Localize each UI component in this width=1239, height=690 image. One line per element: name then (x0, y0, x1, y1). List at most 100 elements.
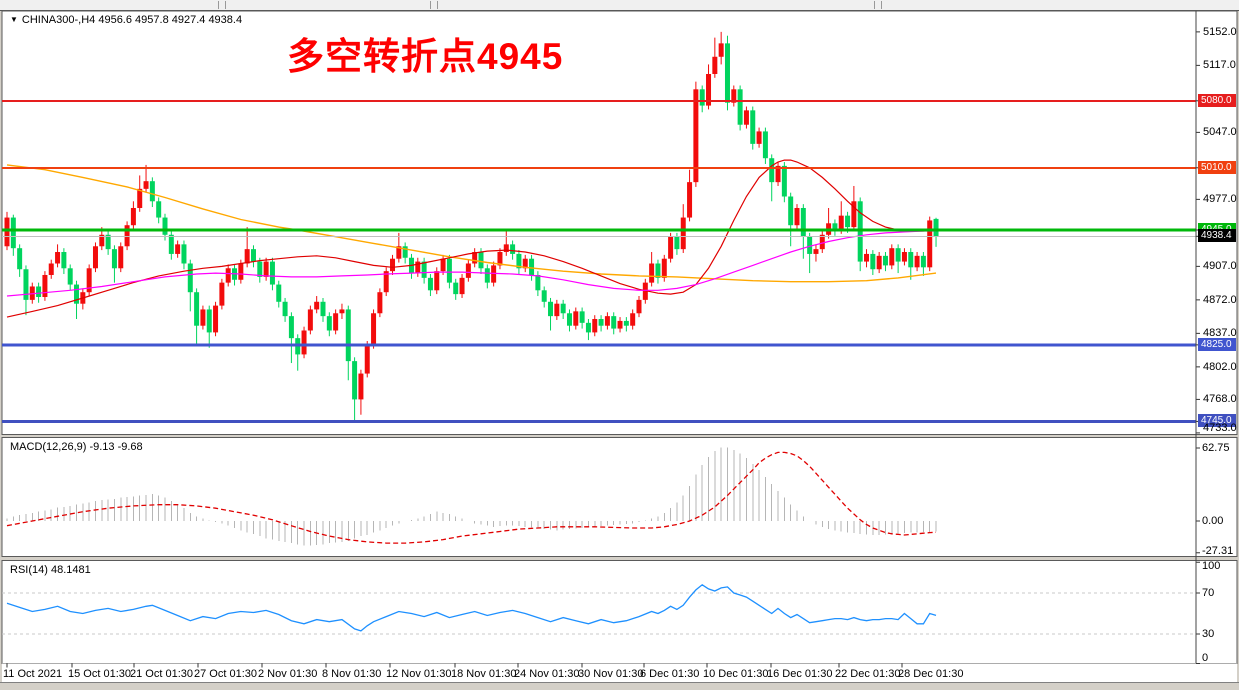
ma-red-line (6, 159, 937, 318)
candle-body (895, 248, 901, 262)
chart-collapse-icon[interactable]: ▼ (10, 15, 18, 24)
candle-body (724, 43, 730, 103)
candle-body (876, 255, 882, 270)
candle-body (10, 217, 16, 249)
candle-body (257, 261, 263, 277)
candle-body (42, 274, 48, 297)
candle-body (364, 344, 370, 374)
candle-body (819, 234, 825, 250)
annotation-text[interactable]: 多空转折点4945 (287, 36, 564, 77)
candle-body (55, 252, 61, 264)
rsi-line (6, 583, 937, 632)
candle-body (617, 320, 623, 329)
candle-body (288, 316, 294, 339)
candle-body (250, 249, 256, 262)
candle-body (181, 244, 187, 264)
rsi-panel (1, 560, 1238, 664)
candle-body (48, 263, 54, 275)
candle-body (737, 89, 743, 125)
candle-body (598, 319, 604, 326)
candle-body (573, 311, 579, 326)
candle-body (585, 322, 591, 333)
candle-body (870, 253, 876, 270)
candle-body (832, 223, 838, 230)
candle-body (674, 236, 680, 250)
candle-body (137, 188, 143, 208)
candle-body (326, 316, 332, 331)
candle-body (554, 303, 560, 317)
candle-body (415, 261, 421, 274)
candle-body (807, 236, 813, 254)
candle-body (769, 158, 775, 183)
candle-body (352, 361, 358, 400)
candle-body (74, 284, 80, 304)
candle-body (529, 258, 535, 275)
main-chart-area[interactable] (2, 11, 1196, 435)
candle-body (920, 255, 926, 268)
candle-body (143, 181, 149, 189)
candle-body (118, 246, 124, 269)
candle-body (371, 313, 377, 345)
candle-body (453, 282, 459, 295)
candle-body (149, 181, 155, 202)
candle-body (465, 263, 471, 278)
candle-body (535, 274, 541, 291)
candle-body (427, 277, 433, 291)
candle-body (484, 268, 490, 283)
candle-body (156, 201, 162, 218)
candle-body (440, 258, 446, 272)
candlestick-series (4, 31, 939, 422)
ma-orange-line (6, 164, 937, 283)
candle-body (200, 309, 206, 326)
candle-body (390, 258, 396, 272)
candle-body (756, 131, 762, 144)
time-axis-scale[interactable] (2, 664, 1196, 682)
candle-body (276, 284, 282, 302)
candle-body (706, 73, 712, 106)
candle-body (472, 252, 478, 264)
candle-body (23, 269, 29, 300)
macd-panel-area[interactable] (2, 437, 1196, 557)
candle-body (61, 252, 67, 269)
candle-body (244, 249, 250, 264)
candle-body (111, 249, 117, 269)
candle-body (775, 165, 781, 183)
candle-body (882, 255, 888, 266)
candle-body (320, 301, 326, 317)
ma-magenta-line (6, 230, 936, 297)
candle-body (175, 244, 181, 254)
candle-body (699, 89, 705, 106)
candle-body (396, 246, 402, 259)
candle-body (838, 215, 844, 230)
status-strip (0, 682, 1239, 690)
candle-body (238, 263, 244, 280)
candle-body (655, 263, 661, 278)
candle-body (680, 217, 686, 250)
chart-title: ▼ CHINA300-,H4 4956.6 4957.8 4927.4 4938.… (10, 14, 242, 26)
candle-body (908, 252, 914, 268)
candle-body (67, 268, 73, 285)
candle-body (130, 207, 136, 226)
macd-panel (1, 437, 1238, 557)
toolbar-separator (430, 1, 431, 9)
candle-body (225, 268, 231, 283)
candle-body (434, 271, 440, 291)
candle-body (36, 286, 42, 297)
candle-body (592, 319, 598, 333)
toolbar-separator (881, 1, 882, 9)
rsi-panel-area[interactable] (2, 560, 1196, 664)
candle-body (661, 258, 667, 278)
price-axis-scale[interactable] (1196, 11, 1239, 664)
time-axis-band (2, 663, 1237, 682)
candle-body (800, 207, 806, 237)
candle-body (864, 253, 870, 262)
candle-body (307, 309, 313, 331)
candle-body (497, 252, 503, 266)
candle-body (927, 220, 933, 268)
candle-body (750, 110, 756, 144)
candle-body (560, 303, 566, 314)
candle-body (668, 236, 674, 259)
candle-body (105, 234, 111, 250)
